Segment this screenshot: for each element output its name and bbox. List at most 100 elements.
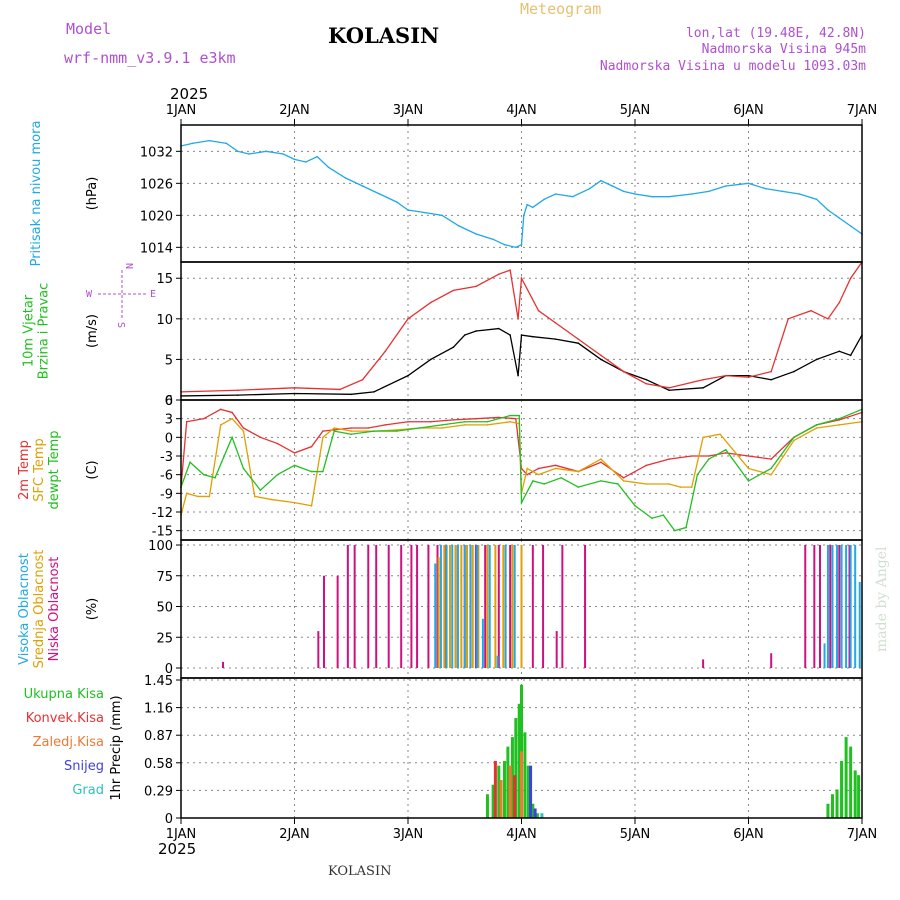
wind-point xyxy=(509,334,511,336)
meteogram-title: Meteogram xyxy=(520,0,601,18)
temperature-point xyxy=(515,417,517,420)
precip-bar xyxy=(499,779,503,818)
temperature-point xyxy=(373,430,375,432)
wind-point xyxy=(236,389,239,392)
cloud-bar xyxy=(346,545,349,668)
temperature-point xyxy=(197,495,199,498)
pressure-point xyxy=(798,193,801,195)
cloud-bar xyxy=(848,545,851,668)
temperature-point xyxy=(622,476,625,479)
cloud-bar xyxy=(520,545,523,668)
wind-point xyxy=(475,285,477,288)
pressure-point xyxy=(236,150,239,153)
cloud-bar xyxy=(323,575,326,668)
temperature-point xyxy=(600,480,602,482)
wind-point xyxy=(702,378,704,381)
temperature-point xyxy=(452,419,455,421)
temperature-point xyxy=(322,430,324,432)
cloud-bar xyxy=(317,631,320,668)
temperature-point xyxy=(259,489,262,492)
temperature-point xyxy=(707,458,710,460)
cloud-bar xyxy=(494,545,497,668)
temperature-point xyxy=(725,448,727,451)
compass-e: E xyxy=(150,289,156,300)
pressure-point xyxy=(361,185,364,187)
wind-compass: N W E S xyxy=(86,263,156,328)
temperature-point xyxy=(668,458,670,460)
wind-point xyxy=(407,374,409,377)
wind-point xyxy=(463,334,466,336)
pressure-point xyxy=(849,225,852,227)
y-tick-label: 1032 xyxy=(140,145,173,160)
temperature-point xyxy=(293,501,296,504)
y-tick-label: 10 xyxy=(156,313,173,328)
cloud-bar xyxy=(221,661,224,668)
y-tick-label: 3 xyxy=(165,413,173,428)
wind-point xyxy=(339,388,341,391)
pressure-point xyxy=(668,195,670,198)
cloud-bar xyxy=(829,545,832,668)
pressure-point xyxy=(651,195,653,198)
temperature-point xyxy=(770,473,772,476)
cloud-label: Niska Oblacnost xyxy=(47,557,62,662)
temperature-point xyxy=(293,452,296,454)
precip-bar xyxy=(520,751,523,818)
temperature-point xyxy=(333,427,336,429)
y-tick-label: 0.87 xyxy=(144,729,173,744)
cloud-bar xyxy=(451,545,454,668)
station-title: KOLASIN xyxy=(328,23,439,48)
y-tick-label: -15 xyxy=(152,525,173,540)
time-label-top: 1JAN xyxy=(166,103,197,118)
y-tick-label: 1.45 xyxy=(144,674,173,689)
wind-point xyxy=(554,338,557,340)
y-tick-label: -9 xyxy=(160,487,173,502)
time-label-top: 2JAN xyxy=(279,103,310,118)
cloud-bar xyxy=(437,557,440,668)
model-label: Model xyxy=(66,20,111,38)
temperature-point xyxy=(747,467,750,470)
pressure-point xyxy=(815,198,818,201)
temperature-point xyxy=(219,408,222,411)
y-tick-label: 0 xyxy=(165,812,173,827)
cloud-bar xyxy=(838,545,841,668)
cloud-bar xyxy=(836,545,839,668)
precip-bar xyxy=(826,803,830,818)
temperature-point xyxy=(498,416,500,419)
y-tick-label: 100 xyxy=(148,539,173,554)
precip-bar xyxy=(502,760,506,818)
wind-point xyxy=(668,387,670,389)
time-label-top: 4JAN xyxy=(506,103,537,118)
temperature-label: SFC Temp xyxy=(32,438,47,502)
cloud-bar xyxy=(858,581,861,668)
temperature-point xyxy=(276,473,279,476)
pressure-point xyxy=(622,190,625,193)
cloud-bar xyxy=(496,655,499,668)
wind-point xyxy=(361,378,364,381)
y-tick-label: 15 xyxy=(156,272,173,287)
wind-point xyxy=(849,277,852,280)
temperature-point xyxy=(662,514,665,516)
wind-point xyxy=(452,289,455,292)
temperature-point xyxy=(253,495,256,498)
pressure-point xyxy=(378,193,381,195)
cloud-bar xyxy=(486,545,489,668)
y-tick-label: 0.58 xyxy=(144,757,173,772)
cloud-bar xyxy=(513,545,516,668)
temperature-point xyxy=(702,436,704,439)
temperature-point xyxy=(202,473,205,476)
precip-unit: 1hr Precip (mm) xyxy=(109,695,124,800)
temperature-point xyxy=(696,473,699,476)
pressure-point xyxy=(526,203,528,206)
precip-bar xyxy=(520,684,523,818)
temperature-point xyxy=(537,473,540,476)
precip-bar xyxy=(513,775,517,818)
wind-point xyxy=(293,387,296,389)
cloud-bar xyxy=(542,545,545,668)
temperature-point xyxy=(407,420,409,423)
wind-point xyxy=(520,277,523,280)
temperature-point xyxy=(350,430,353,432)
wind-point xyxy=(577,342,580,344)
pressure-series-0 xyxy=(180,140,863,249)
precip-bar xyxy=(540,813,544,818)
precip-bar xyxy=(517,703,521,818)
